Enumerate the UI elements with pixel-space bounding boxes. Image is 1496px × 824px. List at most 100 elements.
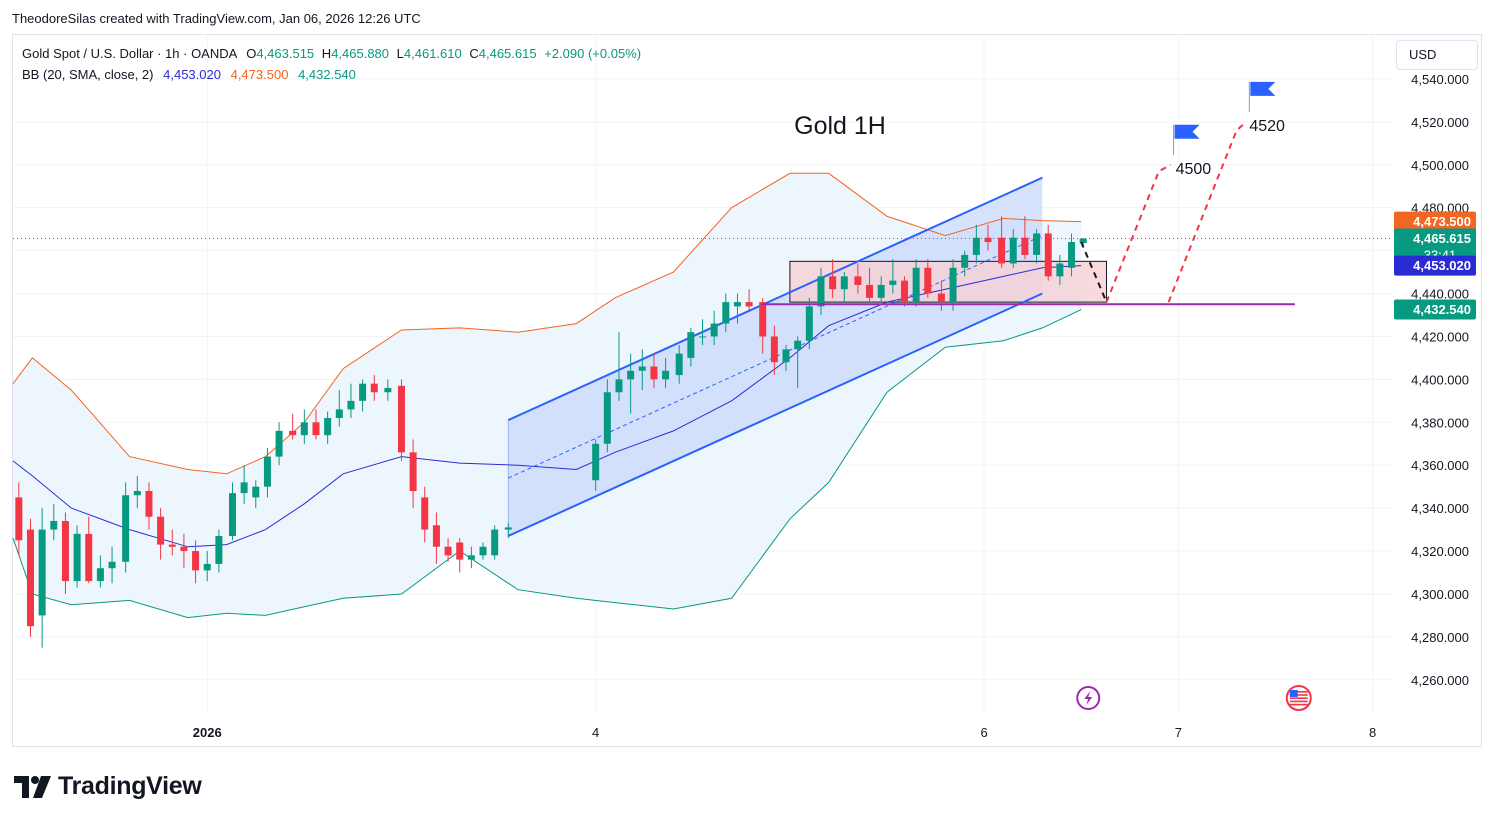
y-tick-label: 4,360.000 — [1411, 458, 1469, 473]
candle-down — [456, 542, 464, 560]
target-flag-icon — [1174, 124, 1200, 139]
price-tag-label: 4,465.615 — [1413, 231, 1471, 246]
price-tag — [1394, 211, 1476, 232]
x-tick-label: 6 — [981, 725, 988, 740]
candle-down — [409, 452, 417, 491]
candle-down — [85, 533, 93, 582]
price-tag-label: 4,453.020 — [1413, 258, 1471, 273]
target-flag-icon — [1250, 81, 1276, 96]
candle-down — [397, 385, 405, 453]
candle-up — [215, 536, 223, 564]
candle-up — [961, 254, 969, 268]
candle-up — [1009, 237, 1017, 264]
y-tick-label: 4,300.000 — [1411, 587, 1469, 602]
candle-down — [421, 497, 429, 530]
candle-up — [699, 336, 706, 338]
candle-up — [347, 400, 355, 410]
candle-up — [122, 495, 130, 562]
candle-up — [615, 379, 623, 393]
candle-up — [1056, 263, 1064, 277]
candle-up — [1033, 233, 1041, 255]
candle-up — [38, 529, 46, 616]
candle-down — [15, 497, 23, 541]
candle-down — [759, 302, 767, 337]
y-tick-label: 4,340.000 — [1411, 501, 1469, 516]
us-flag-canton — [1289, 690, 1298, 697]
candle-down — [900, 280, 908, 303]
candle-down — [370, 383, 378, 393]
candle-up — [133, 490, 141, 496]
candle-down — [145, 490, 153, 517]
projection-path-4520 — [1167, 121, 1247, 303]
candle-up — [203, 563, 211, 571]
candle-down — [1021, 237, 1029, 255]
close-label: C — [469, 46, 479, 61]
candle-down — [312, 422, 320, 436]
candle-down — [924, 267, 932, 294]
price-tag — [1394, 299, 1476, 320]
candle-up — [687, 332, 695, 358]
candle-up — [662, 370, 670, 380]
high-value: 4,465.880 — [331, 46, 390, 61]
candle-up — [782, 349, 790, 363]
candle-up — [73, 533, 81, 582]
price-tag — [1394, 228, 1476, 265]
candle-up — [627, 370, 635, 380]
open-value: 4,463.515 — [256, 46, 315, 61]
y-tick-label: 4,280.000 — [1411, 630, 1469, 645]
candle-down — [770, 336, 778, 363]
candle-up — [324, 417, 332, 436]
candle-up — [912, 267, 920, 303]
candle-up — [805, 306, 813, 341]
candle-down — [180, 546, 188, 552]
candle-down — [168, 544, 176, 547]
candle-up — [1068, 242, 1076, 268]
candle-up — [794, 340, 802, 350]
close-value: 4,465.615 — [478, 46, 537, 61]
candle-up — [877, 284, 885, 298]
candle-down — [745, 302, 753, 307]
x-tick-label: 8 — [1369, 725, 1376, 740]
us-flag-stripe — [1289, 703, 1308, 706]
candle-up — [949, 267, 957, 303]
y-tick-label: 4,320.000 — [1411, 544, 1469, 559]
y-tick-label: 4,380.000 — [1411, 415, 1469, 430]
candle-up — [467, 555, 475, 560]
candle-up — [1079, 238, 1087, 244]
bollinger-legend: BB (20, SMA, close, 2) 4,453.020 4,473.5… — [22, 67, 356, 82]
channel-lower-line — [507, 292, 1043, 537]
candle-up — [359, 383, 367, 401]
candle-up — [889, 280, 897, 285]
candle-down — [984, 237, 992, 243]
candle-down — [854, 276, 862, 285]
candle-up — [710, 323, 718, 337]
currency-button[interactable]: USD — [1396, 40, 1478, 70]
y-tick-label: 4,520.000 — [1411, 115, 1469, 130]
us-flag-stripe — [1289, 700, 1308, 703]
y-tick-label: 4,500.000 — [1411, 158, 1469, 173]
candle-down — [998, 237, 1006, 264]
low-label: L — [396, 46, 404, 61]
high-label: H — [321, 46, 332, 61]
candle-down — [432, 525, 440, 547]
bollinger-basis-value: 4,453.020 — [163, 67, 221, 82]
bollinger-label[interactable]: BB (20, SMA, close, 2) — [22, 67, 154, 82]
candle-up — [240, 482, 248, 494]
candle-up — [50, 521, 58, 530]
candle-down — [289, 430, 297, 436]
candle-down — [937, 293, 945, 303]
candle-down — [650, 366, 658, 380]
chart-frame — [12, 34, 1482, 747]
y-tick-label: 4,540.000 — [1411, 72, 1469, 87]
candle-up — [491, 529, 499, 556]
candle-down — [1044, 233, 1052, 277]
symbol-description[interactable]: Gold Spot / U.S. Dollar · 1h · OANDA — [22, 46, 237, 61]
candle-up — [840, 276, 848, 290]
candle-up — [108, 561, 116, 569]
us-flag-stripe — [1289, 694, 1308, 696]
x-tick-label: 4 — [592, 725, 599, 740]
candle-up — [479, 546, 487, 556]
candle-up — [603, 392, 611, 444]
candle-up — [638, 366, 646, 371]
